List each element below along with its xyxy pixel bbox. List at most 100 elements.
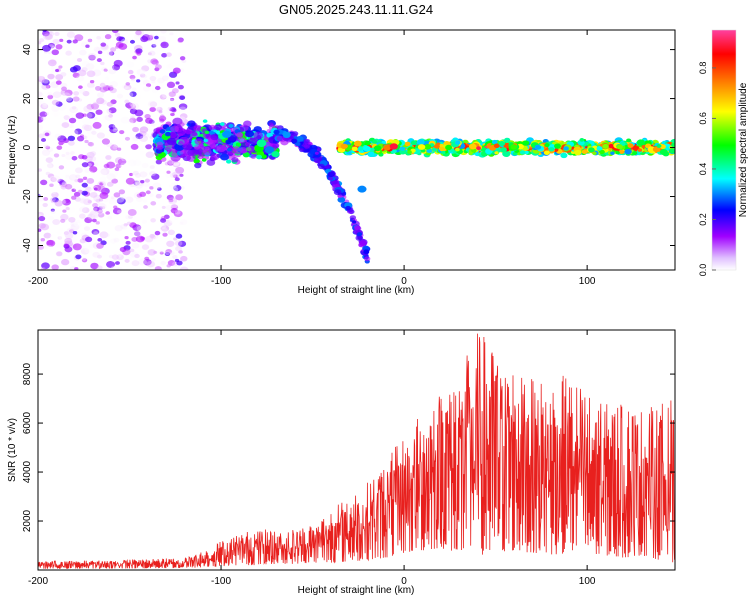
spectrogram-point: [253, 131, 263, 140]
spectrogram-point: [99, 82, 106, 88]
spectrogram-point: [148, 34, 154, 39]
spectrogram-point: [87, 86, 96, 93]
spectrogram-point: [186, 154, 196, 162]
spectrogram-point: [38, 41, 42, 45]
spectrogram-point: [59, 180, 66, 186]
spectrogram-point: [357, 185, 367, 193]
spectrogram-point: [127, 119, 134, 125]
spectrogram-point: [100, 42, 107, 47]
spectrogram-point: [38, 241, 45, 246]
spectrogram-point: [65, 50, 72, 56]
spectrogram-point: [105, 211, 111, 215]
spectrogram-point: [363, 145, 371, 152]
snr-chart: -200 -100 0 100 2000 4000 6000 8000 Height of …: [7, 329, 676, 596]
spectrogram-point: [202, 132, 211, 139]
spectrogram-point: [178, 240, 187, 247]
spectrogram-point: [45, 244, 52, 250]
spectrogram-point: [75, 254, 82, 260]
spectrogram-point: [99, 182, 104, 186]
spectrogram-point: [250, 154, 257, 159]
spectrogram-point: [116, 197, 126, 205]
spectrogram-point: [168, 198, 174, 203]
snr-y-tick-label: 8000: [22, 363, 33, 386]
spectrogram-point: [169, 218, 176, 223]
spectrogram-point: [168, 62, 178, 70]
spectrogram-point: [109, 81, 118, 88]
snr-x-tick-label: 0: [401, 576, 407, 587]
spectrogram-point: [150, 201, 157, 206]
spectrogram-point: [87, 200, 92, 204]
spectrogram-point: [43, 92, 50, 97]
spectrogram-point: [493, 143, 500, 149]
spectrogram-point: [174, 210, 181, 215]
spectrogram-point: [592, 151, 597, 156]
spectrogram-point: [618, 149, 624, 154]
spectrogram-point: [193, 144, 201, 150]
spectrogram-point: [337, 196, 346, 203]
spectrogram-point: [38, 75, 44, 80]
spectrogram-point: [150, 58, 159, 65]
spectrogram-point: [42, 202, 48, 208]
spectrogram-point: [106, 50, 113, 56]
spectrogram-point: [147, 138, 154, 144]
spectrogram-point: [112, 145, 118, 150]
snr-y-tick-label: 6000: [22, 412, 33, 435]
spectrogram-point: [142, 85, 151, 92]
spectrogram-point: [135, 133, 144, 140]
spectrogram-point: [118, 189, 126, 195]
spectrogram-point: [119, 133, 124, 137]
spectrogram-point: [141, 162, 149, 168]
spectrogram-x-ticks: -200 -100 0 100: [28, 30, 596, 287]
spectrogram-point: [100, 76, 107, 82]
spectrogram-point: [173, 184, 182, 192]
spectrogram-point: [178, 103, 188, 110]
spectrogram-point: [115, 134, 122, 140]
spectrogram-point: [141, 219, 148, 224]
spectrogram-point: [86, 151, 95, 159]
spectrogram-point: [52, 63, 57, 67]
spectrogram-point: [83, 198, 92, 206]
spectrogram-point: [372, 139, 378, 144]
spectrogram-point: [53, 153, 60, 158]
spectrogram-point: [50, 59, 57, 65]
spectrogram-point: [140, 35, 149, 43]
spectrogram-point: [45, 84, 51, 89]
spectrogram-point: [104, 34, 112, 40]
spectrogram-point: [54, 133, 61, 139]
spectrogram-point: [97, 185, 106, 193]
spectrogram-point: [170, 112, 175, 117]
spectrogram-point: [129, 261, 135, 266]
spectrogram-point: [75, 174, 81, 179]
spectrogram-point: [38, 116, 44, 123]
spectrogram-point: [85, 186, 92, 192]
spectrogram-y-label: Frequency (Hz): [7, 116, 18, 185]
spectrogram-point: [75, 112, 85, 119]
snr-y-tick-label: 4000: [22, 460, 33, 483]
spectrogram-point: [87, 161, 95, 167]
spectrogram-point: [38, 185, 46, 193]
spectrogram-point: [151, 46, 161, 54]
spectrogram-point: [131, 87, 137, 92]
spectrogram-point: [112, 152, 121, 159]
spectrogram-point: [49, 183, 54, 187]
spectrogram-point: [87, 141, 93, 147]
spectrogram-point: [40, 238, 46, 242]
spectrogram-point: [103, 163, 110, 169]
spectrogram-point: [63, 231, 69, 236]
spectrogram-point: [114, 261, 120, 265]
spectrogram-point: [125, 214, 131, 220]
spectrogram-point: [69, 106, 79, 114]
spectrogram-point: [145, 190, 151, 195]
spectrogram-point: [125, 177, 135, 185]
spectrogram-point: [39, 38, 45, 43]
spectrogram-point: [179, 153, 186, 159]
spectrogram-point: [44, 112, 49, 116]
spectrogram-point: [149, 52, 157, 59]
spectrogram-point: [168, 91, 176, 98]
spectrogram-point: [114, 32, 121, 37]
spectrogram-point: [127, 209, 137, 216]
spectrogram-point: [38, 215, 46, 222]
spectrogram-point: [40, 103, 49, 110]
spectrogram-point: [148, 50, 156, 56]
spectrogram-point: [554, 143, 561, 149]
